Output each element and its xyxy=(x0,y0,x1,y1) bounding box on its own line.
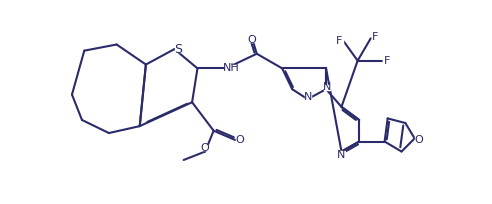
Text: F: F xyxy=(336,37,342,47)
Bar xyxy=(371,34,378,40)
Text: N: N xyxy=(338,150,346,160)
Text: O: O xyxy=(236,135,244,145)
Bar xyxy=(248,37,254,42)
Text: F: F xyxy=(372,32,378,42)
Bar xyxy=(236,137,242,143)
Bar xyxy=(175,46,182,52)
Bar xyxy=(202,145,208,150)
Bar xyxy=(383,58,389,63)
Bar xyxy=(338,151,344,156)
Bar xyxy=(305,95,310,100)
Bar xyxy=(337,39,343,44)
Text: N: N xyxy=(323,82,331,92)
Text: O: O xyxy=(415,135,424,145)
Bar xyxy=(415,137,422,143)
Text: NH: NH xyxy=(223,63,240,73)
Text: O: O xyxy=(247,35,256,45)
Text: F: F xyxy=(384,56,390,66)
Text: S: S xyxy=(174,43,182,56)
Text: N: N xyxy=(304,92,312,102)
Text: O: O xyxy=(201,143,210,153)
Bar xyxy=(324,85,330,90)
Bar xyxy=(225,65,236,71)
